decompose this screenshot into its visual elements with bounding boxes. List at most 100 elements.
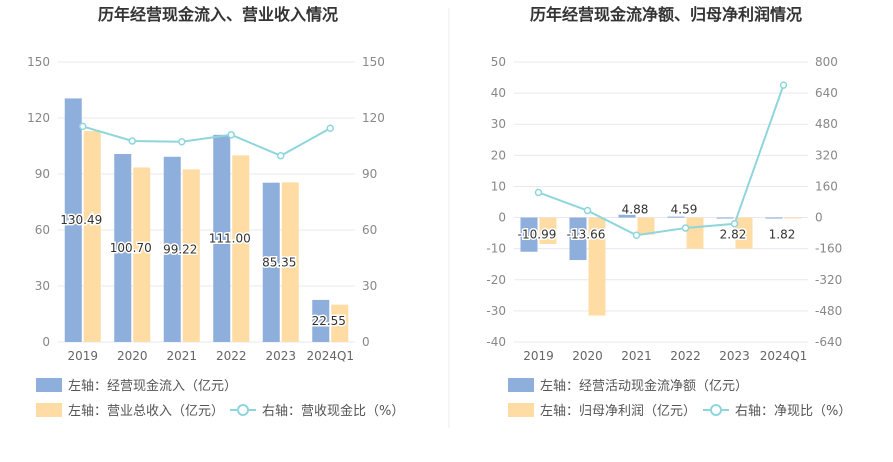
bar — [765, 217, 783, 219]
left-tick-label: 40 — [491, 86, 506, 100]
left-tick-label: 30 — [491, 117, 506, 131]
left-tick-label: 120 — [27, 111, 50, 125]
data-label: 22.55 — [312, 314, 346, 328]
bar — [520, 217, 538, 252]
right-tick-label: -160 — [815, 242, 842, 256]
category-label: 2024Q1 — [306, 349, 354, 363]
bar — [232, 155, 250, 342]
data-labels: 130.49 100.70 99.22 111.00 85.35 22.55 — [59, 212, 348, 330]
legend-label: 左轴：归母净利润（亿元） — [540, 404, 696, 419]
legend-swatch — [508, 403, 534, 417]
bar — [686, 217, 704, 249]
data-label: 100.70 — [110, 241, 152, 255]
category-label: 2020 — [572, 349, 603, 363]
bar — [64, 98, 82, 342]
data-label: -10.99 — [518, 228, 557, 242]
left-tick-label: 30 — [35, 279, 50, 293]
data-label: 4.59 — [671, 203, 698, 217]
category-label: 2020 — [117, 349, 148, 363]
category-label: 2022 — [670, 349, 701, 363]
data-label: 2.82 — [720, 228, 747, 242]
bar — [588, 217, 606, 316]
data-label: 4.88 — [622, 203, 649, 217]
right-tick-label: 480 — [815, 117, 838, 131]
legend-swatch — [508, 378, 534, 392]
bars — [520, 214, 802, 316]
line-series — [79, 122, 334, 160]
bar — [83, 131, 101, 342]
bar — [213, 134, 231, 342]
category-label: 2023 — [265, 349, 296, 363]
bar — [735, 217, 753, 249]
grid — [514, 61, 808, 343]
bar — [569, 217, 587, 261]
data-label: 1.82 — [769, 228, 796, 242]
right-tick-label: -640 — [815, 335, 842, 349]
left-tick-label: -40 — [486, 335, 506, 349]
chart-title: 历年经营现金流净额、归母净利润情况 — [530, 5, 802, 24]
left-tick-label: 50 — [491, 55, 506, 69]
legend: 左轴：经营现金流入（亿元） 左轴：营业总收入（亿元） 右轴：营收现金比（%） — [36, 378, 404, 419]
legend-label: 左轴：经营活动现金流净额（亿元） — [540, 378, 748, 394]
data-label: 85.35 — [262, 255, 296, 269]
bar — [784, 217, 802, 219]
category-label: 2021 — [621, 349, 652, 363]
bar — [114, 154, 132, 342]
chart-panel-left: 历年经营现金流入、营业收入情况 0 30 60 90 120 150 0 30 60 90 120 1… — [27, 5, 404, 419]
bar — [539, 217, 557, 244]
bar — [281, 182, 299, 342]
legend-label: 右轴：营收现金比（%） — [262, 403, 404, 419]
left-tick-label: -10 — [486, 242, 506, 256]
bar — [262, 182, 280, 342]
right-tick-label: 0 — [815, 211, 823, 225]
right-tick-label: -480 — [815, 304, 842, 318]
left-tick-label: -30 — [486, 304, 506, 318]
line-point — [779, 81, 788, 89]
right-tick-label: 0 — [362, 335, 370, 349]
legend-swatch — [36, 378, 62, 392]
legend: 左轴：经营活动现金流净额（亿元） 左轴：归母净利润（亿元） 右轴：净现比（%） — [508, 378, 851, 419]
grid — [58, 61, 355, 343]
bar — [163, 156, 181, 342]
series-line — [82, 125, 331, 157]
bar — [182, 169, 200, 342]
right-tick-label: -320 — [815, 273, 842, 287]
bar — [312, 299, 330, 342]
line-point — [128, 137, 136, 145]
data-label: -13.66 — [567, 228, 606, 242]
left-tick-label: 90 — [35, 167, 50, 181]
data-label: 99.22 — [163, 242, 197, 256]
bar — [637, 217, 655, 235]
line-point — [583, 206, 592, 215]
bar — [133, 167, 151, 342]
right-tick-label: 60 — [362, 223, 377, 237]
bar — [716, 217, 734, 219]
line-point — [681, 224, 690, 232]
line-point — [178, 137, 186, 146]
legend-swatch — [36, 403, 62, 417]
bar — [618, 214, 636, 218]
category-labels: 2019 2020 2021 2022 2023 2024Q1 — [523, 349, 807, 363]
right-tick-label: 640 — [815, 86, 838, 100]
right-tick-label: 90 — [362, 167, 377, 181]
left-tick-label: 0 — [42, 335, 50, 349]
axis-ticks: -40 -30 -20 -10 0 10 20 30 40 50 -640 -480 -320 -160 0… — [486, 55, 842, 349]
bar — [331, 304, 349, 342]
legend-label: 左轴：经营现金流入（亿元） — [68, 378, 237, 394]
left-tick-label: 10 — [491, 179, 506, 193]
right-tick-label: 160 — [815, 179, 838, 193]
line-point — [227, 131, 235, 139]
left-tick-label: 0 — [498, 211, 506, 225]
bar — [667, 216, 685, 218]
category-label: 2024Q1 — [760, 349, 808, 363]
category-label: 2022 — [216, 349, 247, 363]
chart-panel-right: 历年经营现金流净额、归母净利润情况 -40 -30 -20 -10 0 10 20 30 40 5… — [486, 5, 851, 419]
left-tick-label: -20 — [486, 273, 506, 287]
left-tick-label: 20 — [491, 148, 506, 162]
right-tick-label: 320 — [815, 148, 838, 162]
category-label: 2019 — [523, 349, 554, 363]
category-label: 2023 — [719, 349, 750, 363]
line-point — [730, 220, 739, 228]
series-line — [538, 84, 785, 237]
